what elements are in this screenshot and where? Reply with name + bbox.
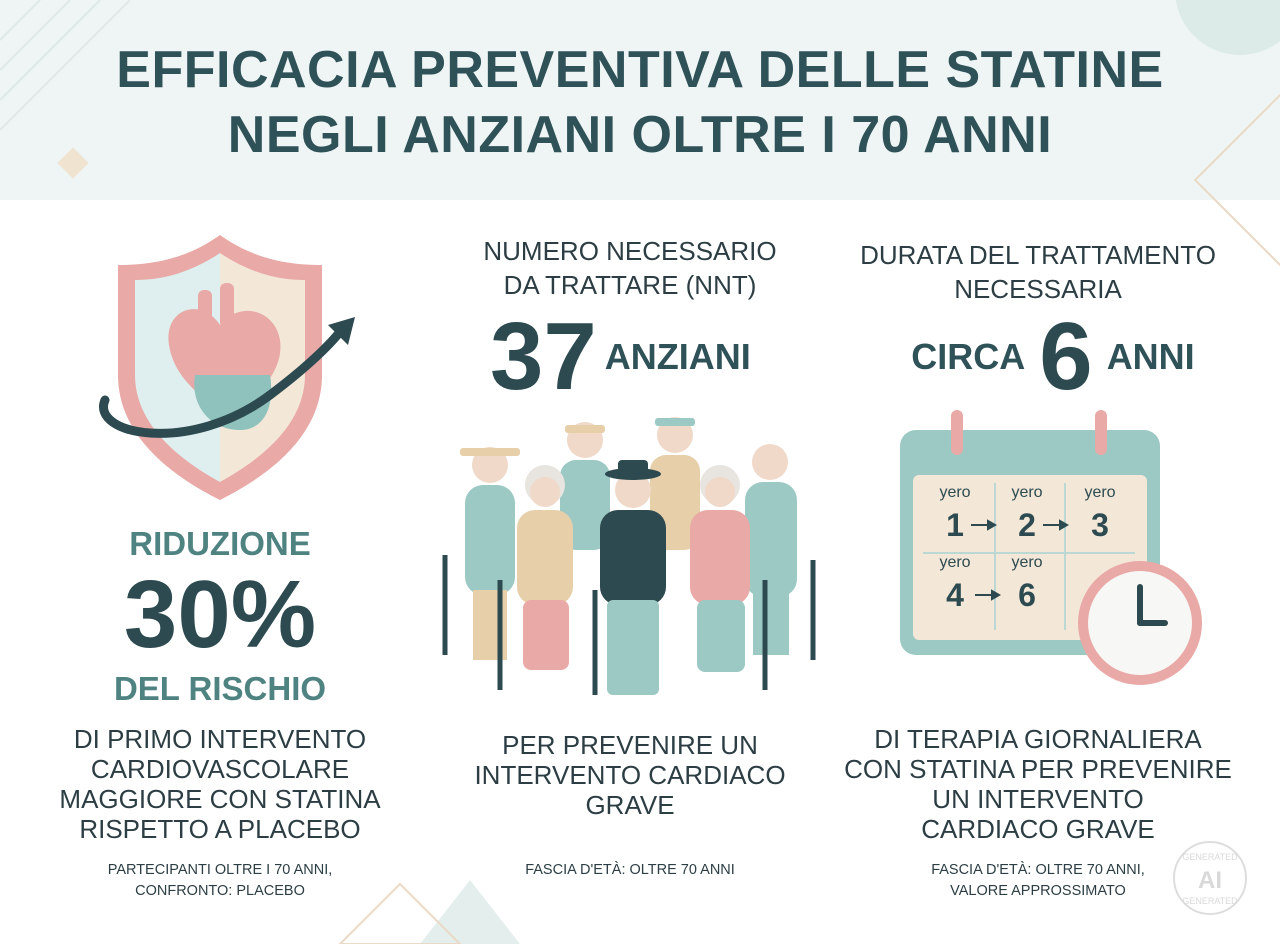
line: DI PRIMO INTERVENTO bbox=[73, 724, 367, 754]
header-band bbox=[0, 0, 1280, 200]
line: GRAVE bbox=[585, 790, 675, 820]
watermark-text: AI bbox=[1198, 867, 1222, 894]
title: NEGLI ANZIANI OLTRE I 70 ANNI bbox=[227, 106, 1053, 164]
label: RIDUZIONE bbox=[129, 525, 311, 562]
big-value: 37 bbox=[490, 303, 597, 410]
watermark-text: GENERATED bbox=[1182, 896, 1238, 906]
calendar-number: 6 bbox=[1018, 577, 1036, 613]
line: NECESSARIA bbox=[954, 274, 1122, 304]
shield-icon bbox=[99, 235, 355, 500]
calendar-number: 3 bbox=[1091, 507, 1109, 543]
calendar-label: yero bbox=[1011, 554, 1042, 571]
line: RISPETTO A PLACEBO bbox=[79, 814, 361, 844]
note: FASCIA D'ETÀ: OLTRE 70 ANNI, VALORE APPR… bbox=[838, 860, 1238, 902]
heading: DURATA DEL TRATTAMENTO NECESSARIA bbox=[838, 238, 1238, 306]
big-value: 30% bbox=[123, 561, 317, 668]
calendar-label: yero bbox=[939, 554, 970, 571]
line: CARDIACO GRAVE bbox=[921, 814, 1155, 844]
heading: NUMERO NECESSARIO DA TRATTARE (NNT) bbox=[430, 234, 830, 302]
calendar-number: 4 bbox=[946, 577, 964, 613]
note: FASCIA D'ETÀ: OLTRE 70 ANNI bbox=[430, 860, 830, 881]
line: INTERVENTO CARDIACO bbox=[474, 760, 786, 790]
line: FASCIA D'ETÀ: OLTRE 70 ANNI bbox=[525, 862, 735, 878]
description: DI PRIMO INTERVENTO CARDIOVASCOLARE MAGG… bbox=[20, 724, 420, 844]
line: DA TRATTARE (NNT) bbox=[503, 270, 757, 300]
calendar-label: yero bbox=[1084, 484, 1115, 501]
value-row: CIRCA 6 ANNI bbox=[888, 302, 1218, 412]
line: DI TERAPIA GIORNALIERA bbox=[874, 724, 1202, 754]
calendar-label: yero bbox=[1011, 484, 1042, 501]
line: CARDIOVASCOLARE bbox=[90, 754, 350, 784]
unit: ANZIANI bbox=[604, 336, 751, 377]
line: NUMERO NECESSARIO bbox=[483, 236, 777, 266]
description: DI TERAPIA GIORNALIERA CON STATINA PER P… bbox=[838, 724, 1238, 844]
watermark: GENERATED AI GENERATED bbox=[1173, 841, 1247, 915]
title: EFFICACIA PREVENTIVA DELLE STATINE bbox=[116, 41, 1164, 99]
line: CON STATINA PER PREVENIRE bbox=[844, 754, 1232, 784]
line: FASCIA D'ETÀ: OLTRE 70 ANNI, bbox=[931, 862, 1145, 878]
people-illustration bbox=[442, 417, 816, 695]
line: PARTECIPANTI OLTRE I 70 ANNI, bbox=[107, 862, 333, 878]
line: VALORE APPROSSIMATO bbox=[950, 883, 1126, 899]
unit: ANNI bbox=[1106, 336, 1195, 377]
line: CONFRONTO: PLACEBO bbox=[135, 883, 305, 899]
calendar-number: 1 bbox=[946, 507, 964, 543]
value-row: 37 ANZIANI bbox=[490, 302, 790, 412]
note: PARTECIPANTI OLTRE I 70 ANNI, CONFRONTO:… bbox=[20, 860, 420, 902]
calendar-label: yero bbox=[939, 484, 970, 501]
prefix: CIRCA bbox=[911, 336, 1026, 377]
line: PER PREVENIRE UN bbox=[502, 730, 758, 760]
description: PER PREVENIRE UN INTERVENTO CARDIACO GRA… bbox=[430, 730, 830, 820]
watermark-text: GENERATED bbox=[1182, 852, 1238, 862]
calendar-illustration: yero 1 yero 2 yero 3 yero 4 yero 6 bbox=[900, 410, 1202, 685]
big-value: 6 bbox=[1039, 303, 1093, 410]
line: MAGGIORE CON STATINA bbox=[59, 784, 381, 814]
calendar-number: 2 bbox=[1018, 507, 1036, 543]
sub-label: DEL RISCHIO bbox=[113, 670, 327, 707]
line: UN INTERVENTO bbox=[932, 784, 1144, 814]
line: DURATA DEL TRATTAMENTO bbox=[860, 240, 1216, 270]
